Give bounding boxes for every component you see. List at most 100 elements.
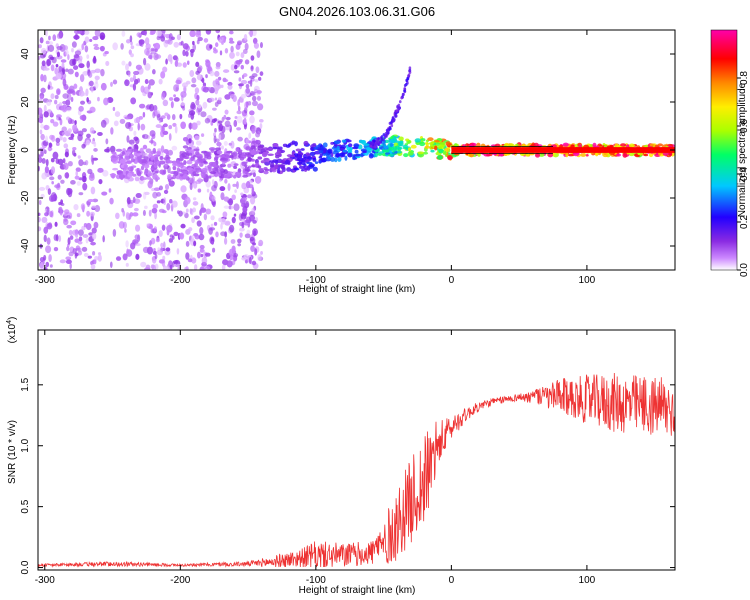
- spectrogram-cell: [203, 213, 208, 221]
- spectrogram-cell: [220, 218, 226, 225]
- spectrogram-cell: [74, 50, 82, 56]
- spectrogram-cell: [40, 133, 45, 141]
- spectrogram-cell: [68, 85, 75, 94]
- spectrogram-cell: [87, 200, 90, 208]
- spectrogram-cell: [69, 235, 74, 240]
- spectrogram-cell: [58, 102, 63, 107]
- spectrogram-cell: [58, 65, 63, 72]
- spectrogram-cell: [181, 82, 188, 88]
- spectrogram-cell: [114, 111, 121, 118]
- spectrogram-cell: [128, 126, 134, 132]
- spectrogram-cell: [241, 152, 245, 157]
- spectrogram-cell: [186, 160, 193, 165]
- spectrogram-cell: [200, 111, 207, 118]
- spectrogram-cell: [144, 63, 151, 71]
- spectrogram-cell: [73, 65, 79, 71]
- spectrogram-cell: [84, 36, 90, 43]
- spectrogram-cell: [249, 172, 253, 176]
- spectrogram-cell: [71, 47, 74, 53]
- spectrogram-cell: [224, 48, 229, 54]
- spectrogram-cell: [72, 147, 77, 151]
- spectrogram-cell: [170, 57, 173, 65]
- spectrogram-cell: [257, 145, 264, 151]
- spectrogram-cell: [116, 170, 123, 174]
- spectrogram-cell: [272, 146, 279, 150]
- spectrogram-cell: [255, 131, 261, 138]
- spectrogram-cell: [437, 144, 445, 150]
- spectrogram-cell: [182, 136, 189, 142]
- spectrogram-cell: [162, 130, 169, 136]
- spectrogram-cell: [205, 59, 211, 68]
- spectrogram-cell: [172, 162, 177, 167]
- spectrogram-cell: [402, 146, 409, 150]
- spectrogram-cell: [143, 57, 147, 66]
- spectrogram-cell: [172, 174, 177, 180]
- spectrogram-cell: [135, 64, 142, 70]
- spectrogram-cell: [59, 259, 66, 264]
- spectrogram-cell: [226, 260, 233, 268]
- snr-axes: -300 -200 -100 0 100 0.0 0.5 1.0 1.5: [20, 330, 675, 586]
- spectrogram-cell: [43, 226, 49, 234]
- spectrogram-cell: [230, 64, 235, 71]
- snr-multiplier: (x104): [6, 317, 18, 344]
- spectrogram-cell: [218, 36, 225, 43]
- spectrogram-cell: [171, 145, 178, 151]
- spectrogram-cell: [129, 77, 134, 83]
- spectrogram-cell: [403, 83, 407, 88]
- spectrogram-cell: [370, 141, 374, 146]
- spectrogram-cell: [243, 202, 249, 209]
- snr-plot-area: [38, 330, 675, 570]
- spectrogram-cell: [595, 152, 599, 157]
- spectrogram-cell: [428, 142, 435, 145]
- spectrogram-cell: [126, 160, 132, 164]
- spectrogram-cell: [172, 122, 177, 127]
- spectrogram-cell: [228, 40, 235, 44]
- spectrogram-cell: [254, 159, 259, 164]
- spectrogram-cell: [125, 211, 130, 219]
- spectrogram-cell: [78, 236, 83, 242]
- spectrogram-cell: [97, 96, 100, 102]
- spectrogram-cell: [71, 41, 77, 48]
- spectrogram-cell: [64, 172, 70, 179]
- spectrogram-cell: [125, 39, 131, 44]
- spectrogram-cell: [178, 210, 183, 217]
- spectrogram-cell: [46, 237, 51, 245]
- spectrogram-cell: [165, 58, 168, 65]
- spectrogram-cell: [63, 162, 69, 170]
- spectrogram-cell: [93, 46, 100, 51]
- spectrogram-cell: [80, 203, 86, 211]
- spectrogram-cell: [643, 153, 649, 157]
- spectrogram-cell: [112, 229, 117, 237]
- spectrogram-cell: [45, 40, 50, 45]
- spectrogram-cell: [245, 219, 252, 224]
- spectrogram-cell: [197, 156, 202, 161]
- spectrogram-cell: [182, 49, 186, 57]
- spectrogram-cell: [185, 240, 190, 247]
- spectrogram-cell: [144, 191, 150, 196]
- spectrogram-cell: [54, 67, 59, 75]
- spectrogram-cell: [308, 163, 315, 168]
- spectrogram-cell: [341, 139, 347, 143]
- spectrogram-cell: [70, 96, 74, 103]
- spectrogram-cell: [94, 30, 101, 37]
- spectrogram-cell: [149, 130, 156, 137]
- spectrogram-cell: [55, 234, 59, 242]
- snr-xtick-label: -200: [170, 575, 190, 586]
- spectrogram-cell: [442, 150, 447, 155]
- spectrogram-cell: [38, 216, 41, 223]
- spectrogram-cell: [153, 163, 158, 166]
- spectrogram-cell: [285, 144, 291, 148]
- spectrogram-cell: [48, 194, 55, 203]
- spectrogram-cell: [195, 180, 202, 185]
- spectrogram-cell: [176, 62, 183, 67]
- spectrogram-cell: [228, 248, 235, 256]
- spectrogram-cell: [276, 150, 281, 154]
- spectrogram-cell: [41, 157, 46, 164]
- spectrogram-cell: [235, 51, 240, 57]
- spectrogram-cell: [204, 117, 211, 124]
- spectrogram-cell: [124, 79, 130, 87]
- spectrogram-cell: [306, 156, 312, 160]
- spectrogram-carrier-line: [451, 147, 675, 153]
- spectrogram-cell: [276, 169, 281, 174]
- spectrogram-cell: [218, 134, 222, 140]
